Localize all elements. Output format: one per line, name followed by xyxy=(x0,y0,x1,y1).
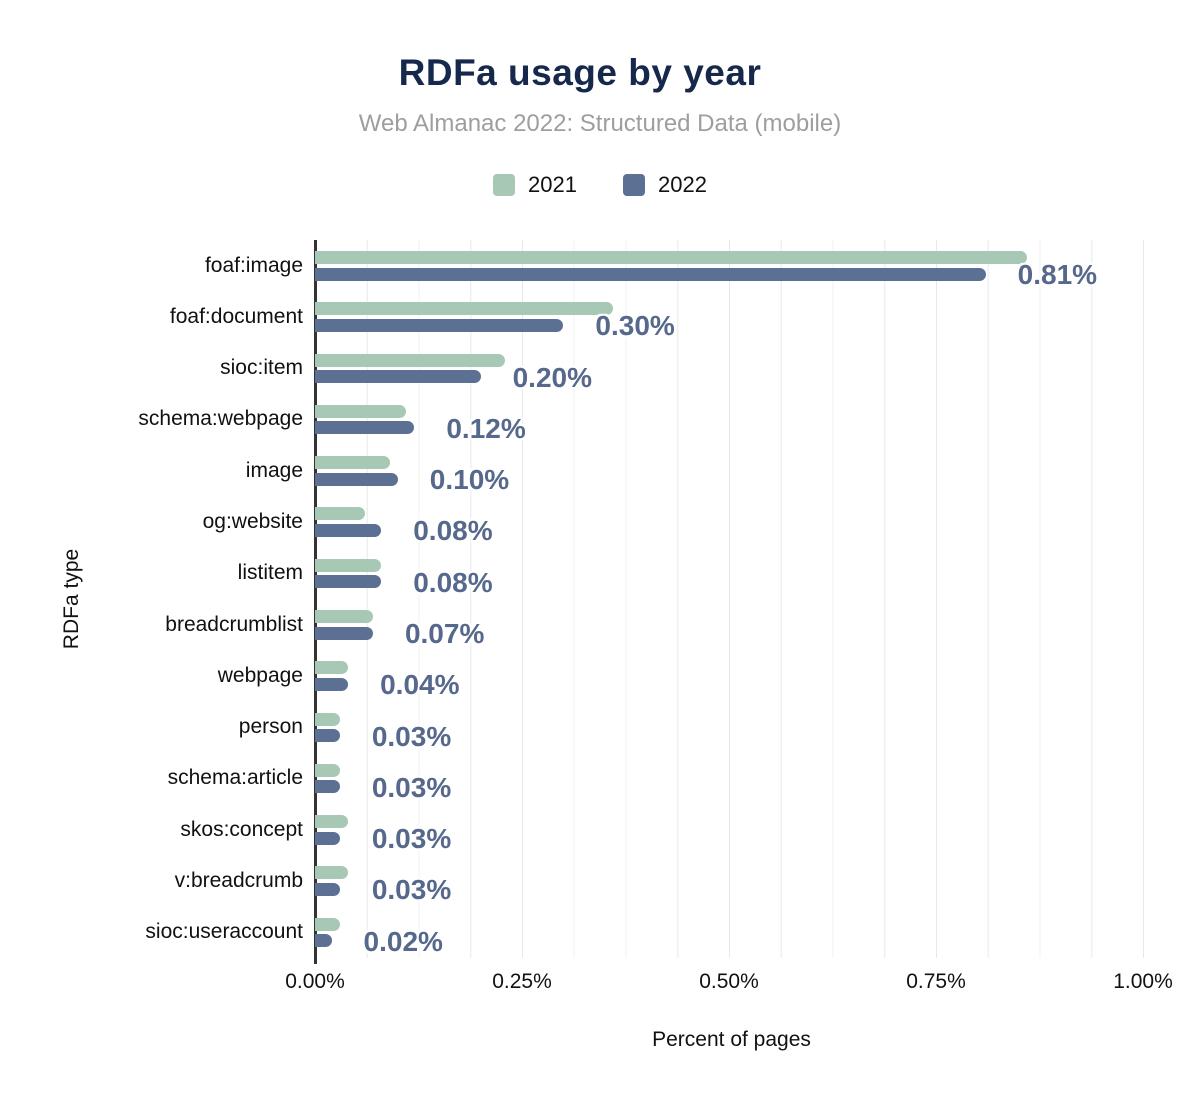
bar-2022-og-website[interactable] xyxy=(315,523,382,537)
category-label: skos:concept xyxy=(180,817,303,841)
bar-2022-breadcrumblist[interactable] xyxy=(315,626,373,640)
bar-row-sioc-useraccount: sioc:useraccount 0.02% xyxy=(145,907,1148,958)
value-label: 0.03% xyxy=(371,720,452,752)
category-label: person xyxy=(238,715,303,739)
bar-2022-image[interactable] xyxy=(315,472,398,486)
bar-row-schema-webpage: schema:webpage 0.12% xyxy=(138,394,1148,445)
chart-subtitle: Web Almanac 2022: Structured Data (mobil… xyxy=(358,110,842,137)
value-label: 0.08% xyxy=(413,515,493,547)
bar-2021-schema-article[interactable] xyxy=(315,763,340,777)
x-axis-ticks: 0.00% 0.25% 0.50% 0.75% 1.00% xyxy=(0,970,1200,1000)
bar-2021-og-website[interactable] xyxy=(315,507,365,521)
category-label: webpage xyxy=(217,663,303,687)
value-label: 0.20% xyxy=(512,361,592,393)
x-tick-0.25%: 0.25% xyxy=(492,970,552,993)
category-label: foaf:image xyxy=(204,253,303,277)
bar-2022-foaf-document[interactable] xyxy=(315,318,564,332)
value-label: 0.02% xyxy=(363,925,443,957)
bar-row-foaf-image: foaf:image 0.81% xyxy=(205,240,1148,291)
x-tick-1.00%: 1.00% xyxy=(1113,970,1173,993)
value-label: 0.04% xyxy=(380,669,460,701)
bar-2021-foaf-document[interactable] xyxy=(315,302,614,316)
value-label: 0.12% xyxy=(446,412,526,444)
value-label: 0.07% xyxy=(404,618,485,649)
value-label: 0.03% xyxy=(371,771,452,803)
bar-row-v-breadcrumb: v:breadcrumb 0.03% xyxy=(175,855,1148,906)
bar-row-webpage: webpage 0.04% xyxy=(218,650,1148,701)
legend-item-2021: 2021 xyxy=(493,172,577,198)
chart-title: RDFa usage by year xyxy=(398,52,762,93)
bar-row-sioc-item: sioc:item 0.20% xyxy=(220,343,1148,394)
bar-row-person: person 0.03% xyxy=(239,702,1148,753)
category-label: schema:webpage xyxy=(138,407,303,431)
bar-row-og-website: og:website 0.08% xyxy=(203,496,1148,547)
bar-2021-sioc-useraccount[interactable] xyxy=(315,917,340,931)
x-tick-0.00%: 0.00% xyxy=(285,970,345,993)
bar-2022-schema-article[interactable] xyxy=(315,780,340,794)
category-label: v:breadcrumb xyxy=(174,869,303,893)
legend-item-2022: 2022 xyxy=(623,172,707,198)
value-label: 0.81% xyxy=(1017,259,1098,290)
bar-row-schema-article: schema:article 0.03% xyxy=(168,753,1148,804)
category-label: listitem xyxy=(237,561,303,585)
bar-2022-person[interactable] xyxy=(315,729,340,743)
bar-2022-webpage[interactable] xyxy=(315,677,349,691)
value-label: 0.10% xyxy=(429,464,510,496)
y-axis-title: RDFa type xyxy=(60,548,83,650)
bar-2021-image[interactable] xyxy=(315,456,390,470)
category-label: sioc:item xyxy=(220,356,303,380)
bar-2021-sioc-item[interactable] xyxy=(315,353,506,367)
bar-row-breadcrumblist: breadcrumblist 0.07% xyxy=(165,599,1148,650)
bar-2021-listitem[interactable] xyxy=(315,558,382,572)
bar-2021-breadcrumblist[interactable] xyxy=(315,610,373,623)
value-label: 0.03% xyxy=(371,874,452,906)
category-label: sioc:useraccount xyxy=(145,920,303,944)
bar-row-foaf-document: foaf:document 0.30% xyxy=(170,291,1148,342)
category-label: foaf:document xyxy=(169,304,303,328)
legend-label-2021: 2021 xyxy=(528,172,577,197)
bar-2022-sioc-useraccount[interactable] xyxy=(315,934,332,948)
legend-swatch-2021 xyxy=(493,174,516,196)
bar-2021-foaf-image[interactable] xyxy=(315,251,1028,264)
category-label: schema:article xyxy=(167,766,303,790)
bar-2021-v-breadcrumb[interactable] xyxy=(315,866,349,880)
bar-2022-skos-concept[interactable] xyxy=(315,831,340,845)
category-label: breadcrumblist xyxy=(165,612,303,636)
bar-2021-skos-concept[interactable] xyxy=(315,815,349,829)
plot-area: foaf:image 0.81% foaf:document 0.30% sioc:it… xyxy=(138,240,1148,964)
value-label: 0.03% xyxy=(371,823,452,855)
value-label: 0.30% xyxy=(595,310,675,342)
bar-2022-v-breadcrumb[interactable] xyxy=(315,882,340,896)
bar-row-image: image 0.10% xyxy=(246,445,1148,496)
x-tick-0.75%: 0.75% xyxy=(906,970,966,993)
category-label: image xyxy=(245,458,303,482)
bar-2021-schema-webpage[interactable] xyxy=(315,404,407,418)
legend-swatch-2022 xyxy=(623,174,645,196)
y-axis-line xyxy=(314,240,317,964)
bar-2021-webpage[interactable] xyxy=(315,661,349,675)
bar-row-listitem: listitem 0.08% xyxy=(238,548,1148,599)
x-tick-0.50%: 0.50% xyxy=(699,970,759,993)
x-axis-title: Percent of pages xyxy=(652,1028,811,1051)
bar-2022-listitem[interactable] xyxy=(315,575,382,589)
value-label: 0.08% xyxy=(413,566,493,598)
legend-label-2022: 2022 xyxy=(658,172,707,197)
bar-2022-schema-webpage[interactable] xyxy=(315,421,415,435)
bar-row-skos-concept: skos:concept 0.03% xyxy=(180,804,1148,855)
bar-2022-sioc-item[interactable] xyxy=(315,370,481,384)
legend: 2021 2022 xyxy=(0,172,1200,198)
bar-2021-person[interactable] xyxy=(315,712,340,726)
bar-2022-foaf-image[interactable] xyxy=(315,267,986,281)
category-label: og:website xyxy=(202,510,303,534)
